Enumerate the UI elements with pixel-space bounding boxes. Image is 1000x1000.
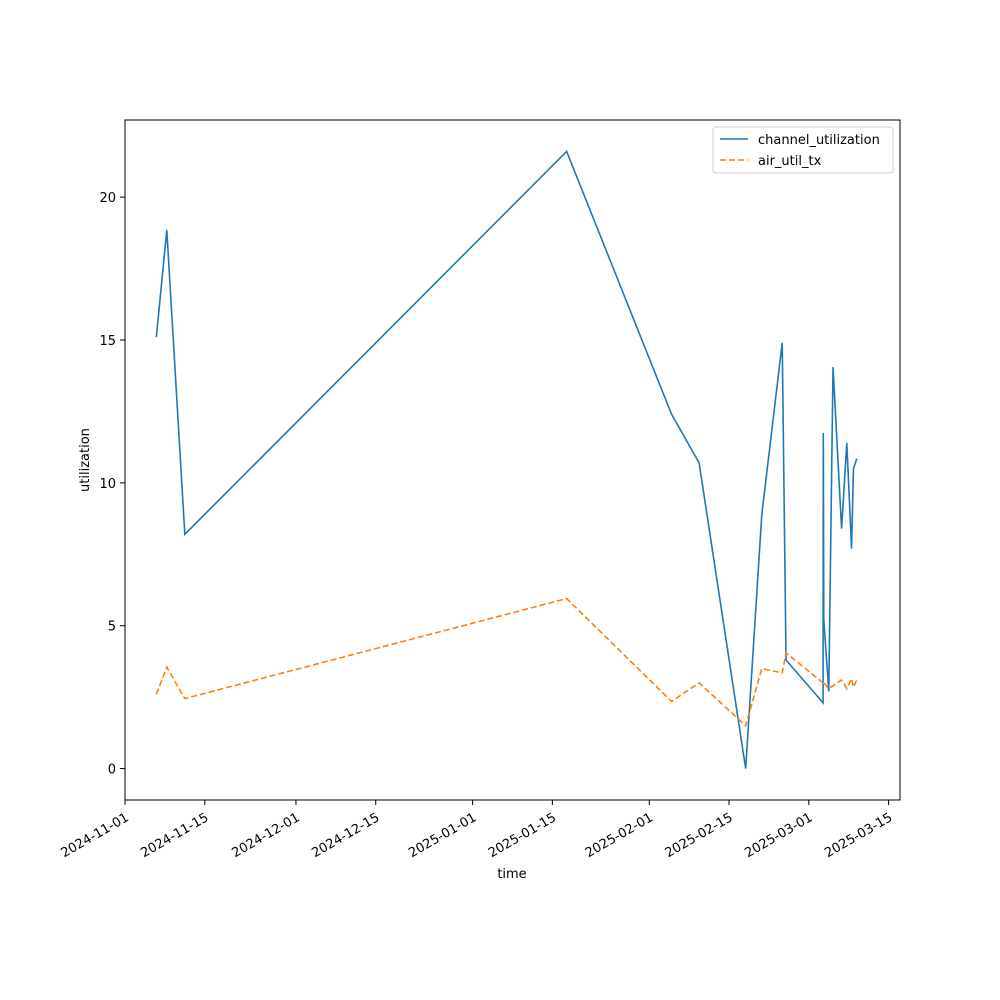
x-tick-label: 2024-11-15: [138, 810, 211, 861]
y-tick-label: 10: [99, 477, 116, 492]
x-tick-label: 2025-02-15: [663, 810, 736, 861]
series-line-air-util-tx: [155, 597, 858, 728]
legend: channel_utilization air_util_tx: [712, 126, 894, 174]
legend-label-air-util-tx: air_util_tx: [758, 154, 822, 169]
x-tick-label: 2025-02-01: [583, 810, 656, 861]
x-tick-label: 2025-01-15: [486, 810, 559, 861]
y-tick-label: 0: [108, 763, 116, 778]
y-tick-label: 5: [108, 620, 116, 635]
series-layer: [155, 150, 858, 769]
plot-area: [124, 119, 901, 801]
x-tick-label: 2024-12-15: [309, 810, 382, 861]
x-axis: 2024-11-01 2024-11-15 2024-12-01 2024-12-15…: [59, 800, 895, 861]
x-tick-label: 2024-11-01: [59, 810, 132, 861]
series-line-channel-utilization: [155, 150, 858, 769]
y-tick-label: 20: [99, 191, 116, 206]
x-tick-label: 2025-03-15: [822, 810, 895, 861]
legend-label-channel-utilization: channel_utilization: [758, 133, 880, 148]
y-axis-label: utilization: [78, 428, 93, 492]
x-tick-label: 2025-01-01: [406, 810, 479, 861]
legend-box: [712, 126, 894, 174]
y-tick-label: 15: [99, 334, 116, 349]
x-axis-label: time: [497, 867, 526, 882]
x-tick-label: 2025-03-01: [742, 810, 815, 861]
y-axis: 0 5 10 15 20: [99, 191, 125, 778]
x-tick-label: 2024-12-01: [230, 810, 303, 861]
